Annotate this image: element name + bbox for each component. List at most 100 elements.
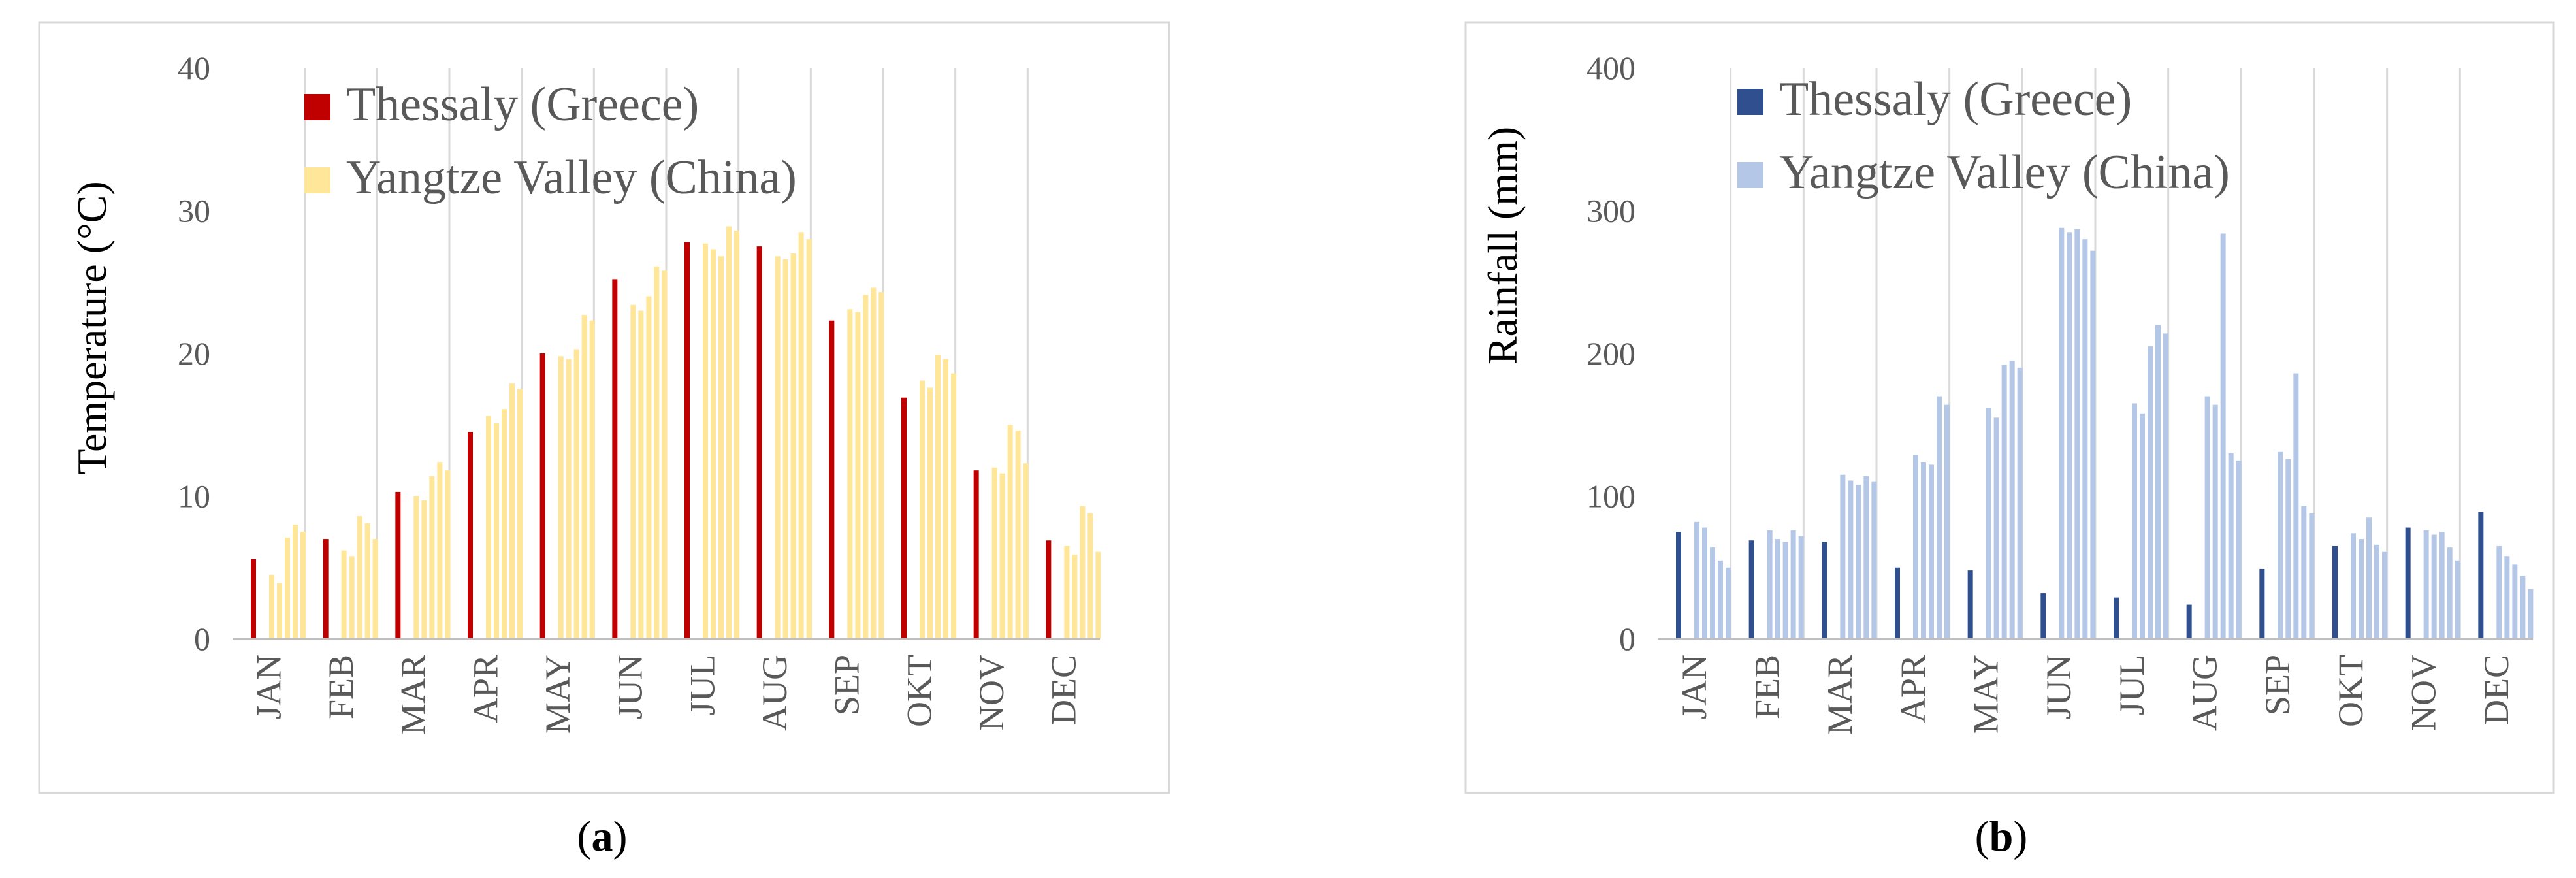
bar-yangtze [364, 523, 370, 639]
x-tick-label: JUN [2039, 655, 2078, 719]
bar-yangtze [1856, 485, 1861, 639]
bar-yangtze [1798, 536, 1804, 639]
bar-yangtze [951, 373, 956, 639]
x-tick-label: OKT [2331, 655, 2370, 727]
bar-yangtze [2512, 564, 2518, 639]
bar-yangtze [2220, 233, 2226, 640]
bar-yangtze [558, 356, 564, 639]
bar-yangtze [2155, 325, 2161, 639]
bar-yangtze [1840, 474, 1846, 639]
bar-yangtze [999, 473, 1005, 639]
bar-yangtze [357, 516, 362, 639]
bar-yangtze [2236, 460, 2242, 639]
bar-yangtze [2366, 517, 2372, 639]
x-tick-label: JUN [611, 655, 650, 719]
bar-yangtze [847, 309, 853, 639]
legend-swatch-yangtze [1737, 162, 1763, 188]
bar-thessaly [2478, 512, 2484, 639]
legend-swatch-thessaly [304, 94, 330, 120]
bar-yangtze [1702, 527, 1707, 639]
panel-a-xticks: JAN FEB MAR APR MAY JUN JUL AUG SEP OKT NOV DEC [249, 655, 1083, 735]
caption-b-close: ) [2013, 813, 2027, 860]
panel-b-bars [1676, 227, 2534, 640]
bar-yangtze [1782, 542, 1788, 639]
bar-yangtze [349, 556, 355, 639]
bar-yangtze [2204, 396, 2210, 639]
x-tick-label: NOV [2404, 655, 2443, 731]
bar-yangtze [1718, 560, 1723, 639]
caption-b-open: ( [1975, 813, 1989, 860]
bar-yangtze [935, 355, 941, 639]
bar-yangtze [1944, 404, 1950, 639]
bar-yangtze [300, 532, 306, 639]
x-tick-label: JUL [683, 655, 722, 715]
x-tick-label: DEC [2477, 655, 2516, 725]
bar-yangtze [630, 304, 636, 639]
bar-thessaly [1748, 540, 1754, 639]
bar-yangtze [566, 359, 572, 639]
bar-yangtze [991, 467, 997, 639]
bar-yangtze [1767, 530, 1773, 639]
bar-yangtze [1929, 464, 1934, 639]
bar-yangtze [920, 380, 925, 639]
bar-thessaly [973, 470, 979, 639]
bar-thessaly [1822, 542, 1827, 639]
bar-yangtze [1095, 551, 1101, 639]
bar-yangtze [421, 500, 427, 639]
bar-yangtze [269, 574, 274, 639]
bar-yangtze [1007, 425, 1013, 639]
bar-yangtze [2090, 250, 2096, 639]
bar-thessaly [1676, 532, 1681, 639]
y-tick-label: 0 [1619, 621, 1635, 657]
bar-thessaly [251, 559, 256, 639]
bar-yangtze [1937, 396, 1942, 639]
panel-b-yticks: 0 100 200 300 400 [1586, 50, 1635, 657]
bar-yangtze [1015, 430, 1021, 639]
bar-yangtze [341, 550, 347, 639]
y-tick-label: 200 [1586, 335, 1635, 372]
y-tick-label: 0 [194, 621, 210, 657]
bar-yangtze [1871, 481, 1877, 639]
legend-label-thessaly: Thessaly (Greece) [1779, 73, 2132, 126]
x-tick-label: MAY [1967, 655, 2006, 734]
legend-label-yangtze: Yangtze Valley (China) [1779, 146, 2230, 199]
x-tick-label: SEP [2258, 655, 2297, 715]
bar-yangtze [871, 287, 877, 639]
caption-a: (a) [577, 813, 628, 860]
bar-yangtze [502, 409, 507, 639]
bar-yangtze [2059, 227, 2065, 640]
panel-a: Temperature (°C) 0 10 20 30 40 JAN FEB MAR APR M… [38, 21, 1170, 794]
bar-yangtze [726, 226, 732, 639]
bar-yangtze [2140, 413, 2145, 639]
bar-thessaly [1967, 570, 1973, 639]
bar-yangtze [293, 525, 298, 639]
bar-thessaly [2259, 568, 2265, 639]
bar-yangtze [734, 231, 739, 640]
bar-yangtze [2439, 532, 2445, 639]
bar-yangtze [790, 253, 796, 639]
bar-yangtze [2496, 545, 2502, 639]
x-tick-label: APR [466, 655, 505, 723]
panel-b-xticks: JAN FEB MAR APR MAY JUN JUL AUG SEP OKT NOV DEC [1675, 655, 2516, 735]
bar-yangtze [1790, 530, 1796, 639]
bar-yangtze [2082, 239, 2088, 639]
bar-yangtze [806, 239, 812, 639]
bar-yangtze [1023, 463, 1029, 639]
bar-yangtze [285, 537, 290, 639]
bar-yangtze [2017, 367, 2023, 639]
legend-label-yangtze: Yangtze Valley (China) [346, 151, 797, 204]
bar-yangtze [1848, 480, 1854, 639]
x-tick-label: JUL [2112, 655, 2151, 715]
bar-yangtze [2228, 453, 2234, 639]
bar-yangtze [2309, 513, 2315, 639]
bar-thessaly [1895, 567, 1900, 639]
x-tick-label: FEB [1748, 655, 1787, 719]
panel-a-ylabel: Temperature (°C) [69, 181, 115, 474]
bar-yangtze [277, 583, 282, 639]
panel-a-yticks: 0 10 20 30 40 [178, 50, 210, 657]
bar-yangtze [2163, 333, 2168, 639]
bar-yangtze [782, 259, 788, 639]
bar-thessaly [2405, 527, 2411, 639]
bar-yangtze [662, 270, 668, 639]
bar-yangtze [775, 256, 781, 639]
